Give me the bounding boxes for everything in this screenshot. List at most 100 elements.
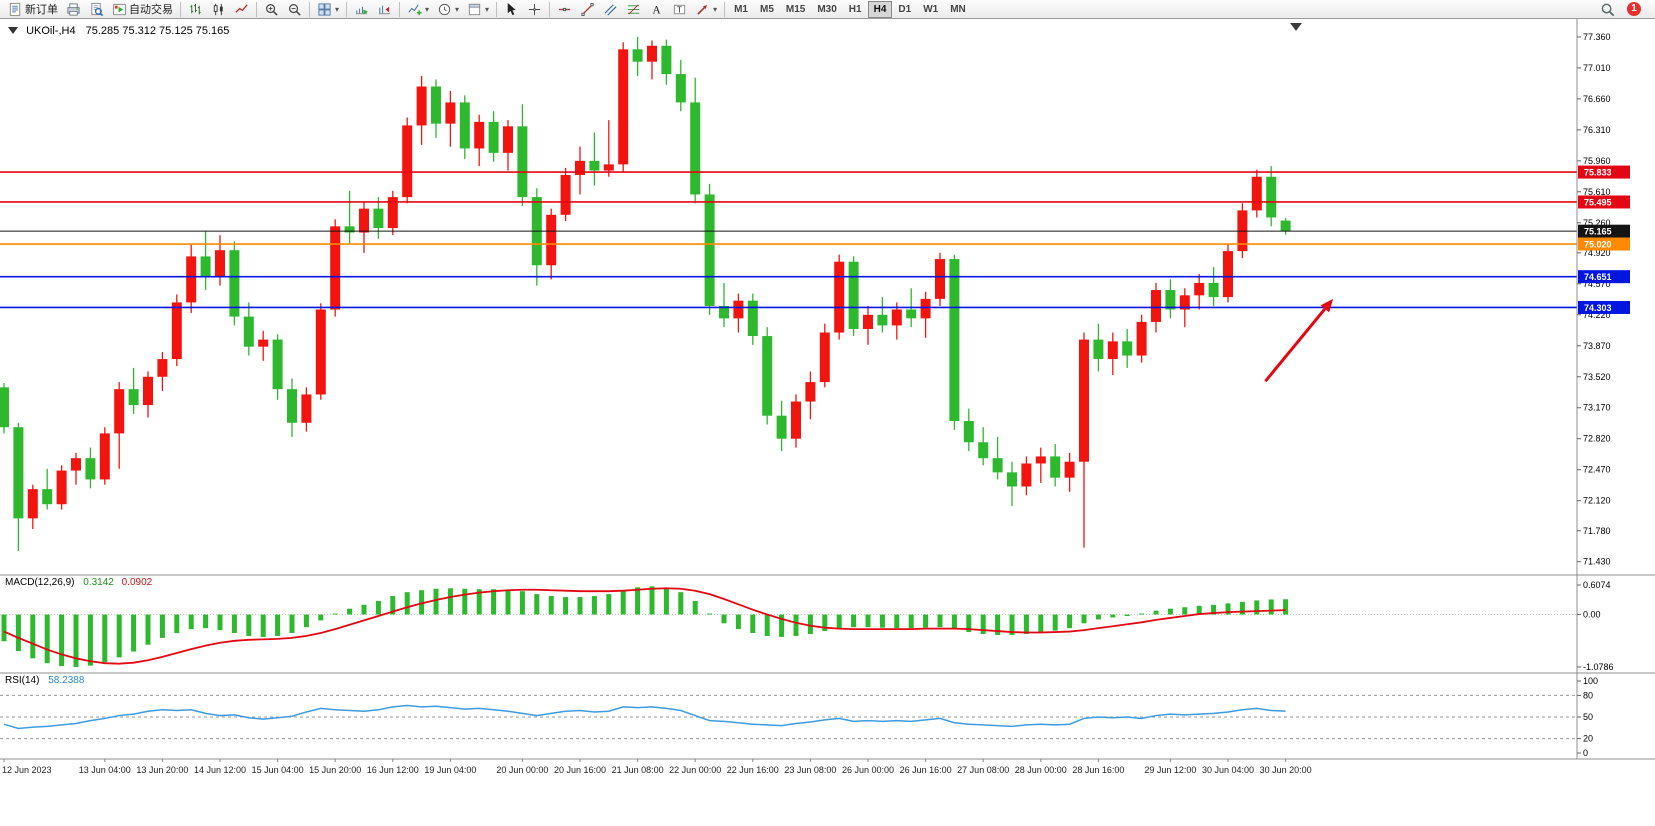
macd-histogram-bar (635, 587, 641, 615)
text-icon: A (649, 2, 664, 17)
candle (1179, 295, 1190, 310)
candle (863, 314, 873, 329)
macd-histogram-bar (375, 600, 381, 615)
indicators-button[interactable]: ▾ (403, 1, 433, 18)
time-label: 21 Jun 08:00 (612, 765, 664, 775)
macd-histogram-bar (1239, 601, 1245, 615)
candle (647, 45, 657, 62)
search-button[interactable] (1596, 1, 1619, 18)
price-tick-label: 74.920 (1583, 248, 1611, 258)
print-preview-button[interactable] (85, 1, 108, 18)
candle (229, 250, 240, 317)
macd-histogram-bar (879, 614, 885, 628)
candle (330, 226, 341, 310)
tile-windows-icon (317, 2, 332, 17)
resistance-line-2-tag-label: 75.495 (1584, 197, 1612, 207)
period-mn-button[interactable]: MN (944, 1, 972, 18)
trendline-button[interactable] (576, 1, 599, 18)
candle (747, 300, 758, 337)
macd-histogram-bar (908, 614, 914, 629)
candle (186, 256, 197, 303)
arrows-button[interactable]: ▾ (691, 1, 721, 18)
toolbar-separator (180, 1, 181, 17)
bar-chart-button[interactable] (184, 1, 207, 18)
line-chart-button[interactable] (230, 1, 253, 18)
time-label: 30 Jun 04:00 (1202, 765, 1254, 775)
chart-shift-marker[interactable] (1290, 23, 1302, 31)
autotrading-button[interactable]: 自动交易 (108, 1, 177, 18)
cursor-icon (504, 2, 519, 17)
time-label: 20 Jun 00:00 (496, 765, 548, 775)
label-button[interactable]: T (668, 1, 691, 18)
auto-scroll-button[interactable] (350, 1, 373, 18)
horizontal-line-button[interactable] (553, 1, 576, 18)
chart-canvas[interactable]: 77.360 77.010 76.660 76.310 75.960 75.610 75.2… (0, 19, 1655, 825)
rsi-line (3, 704, 1286, 730)
price-tick-label: 76.660 (1583, 94, 1611, 104)
macd-histogram-bar (231, 614, 237, 634)
crosshair-button[interactable] (523, 1, 546, 18)
period-d1-button[interactable]: D1 (892, 1, 917, 18)
price-axis[interactable]: 77.360 77.010 76.660 76.310 75.960 75.610 75.2… (1576, 19, 1614, 759)
period-h4-button[interactable]: H4 (867, 0, 893, 18)
macd-histogram-bar (390, 596, 396, 615)
chevron-down-icon: ▾ (713, 4, 718, 14)
candle (1107, 341, 1118, 360)
period-m15-button[interactable]: M15 (780, 1, 811, 18)
new-order-button[interactable]: 新订单 (4, 1, 62, 18)
zoom-out-button[interactable] (283, 1, 306, 18)
candle (488, 121, 499, 153)
candle (200, 256, 211, 277)
macd-histogram-bar (1038, 614, 1044, 633)
bar-chart-icon (188, 2, 203, 17)
candle (891, 309, 902, 326)
candle (171, 302, 182, 360)
svg-text:T: T (677, 4, 682, 14)
macd-histogram-bar (707, 613, 713, 615)
period-w1-button-label: W1 (923, 3, 939, 15)
candle (935, 259, 945, 299)
alerts-badge[interactable]: 1 (1627, 2, 1641, 16)
cursor-button[interactable] (500, 1, 523, 18)
period-h1-button[interactable]: H1 (843, 1, 868, 18)
candle (1007, 472, 1017, 487)
fibonacci-button[interactable] (622, 1, 645, 18)
period-w1-button[interactable]: W1 (917, 1, 944, 18)
period-m1-button[interactable]: M1 (728, 1, 754, 18)
autotrading-button-label: 自动交易 (129, 4, 173, 16)
price-tick-label: 73.170 (1583, 403, 1611, 413)
candle (877, 314, 888, 326)
tile-windows-button[interactable]: ▾ (313, 1, 343, 18)
trend-arrow[interactable] (1264, 298, 1334, 383)
macd-histogram-bar (361, 604, 367, 615)
macd-histogram-bar (303, 614, 309, 628)
crosshair-icon (527, 2, 542, 17)
candle (71, 458, 81, 471)
macd-histogram-bar (1, 614, 7, 642)
text-button[interactable]: A (645, 1, 668, 18)
print-button[interactable] (62, 1, 85, 18)
time-label: 28 Jun 16:00 (1072, 765, 1124, 775)
periods-button[interactable]: ▾ (433, 1, 463, 18)
toolbar-separator (346, 1, 348, 17)
time-label: 28 Jun 00:00 (1015, 765, 1067, 775)
zoom-in-button[interactable] (260, 1, 283, 18)
candle-chart-button[interactable] (207, 1, 230, 18)
candle (618, 49, 629, 165)
time-label: 23 Jun 08:00 (784, 765, 836, 775)
period-m5-button[interactable]: M5 (754, 1, 780, 18)
zoom-out-icon (287, 2, 302, 17)
period-m30-button[interactable]: M30 (811, 1, 842, 18)
macd-histogram-bar (318, 614, 324, 621)
macd-histogram-bar (275, 614, 281, 636)
channel-button[interactable] (599, 1, 622, 18)
macd-histogram-bar (260, 614, 266, 637)
macd-histogram-bar (1067, 614, 1073, 629)
chart-shift-button[interactable] (373, 1, 396, 18)
candle (1122, 341, 1133, 356)
time-label: 26 Jun 16:00 (900, 765, 952, 775)
time-axis[interactable]: 12 Jun 2023 13 Jun 04:00 13 Jun 20:00 14 Ju… (0, 758, 1655, 775)
templates-button[interactable]: ▾ (463, 1, 493, 18)
macd-histogram-bar (1283, 599, 1289, 615)
candle (589, 160, 600, 171)
